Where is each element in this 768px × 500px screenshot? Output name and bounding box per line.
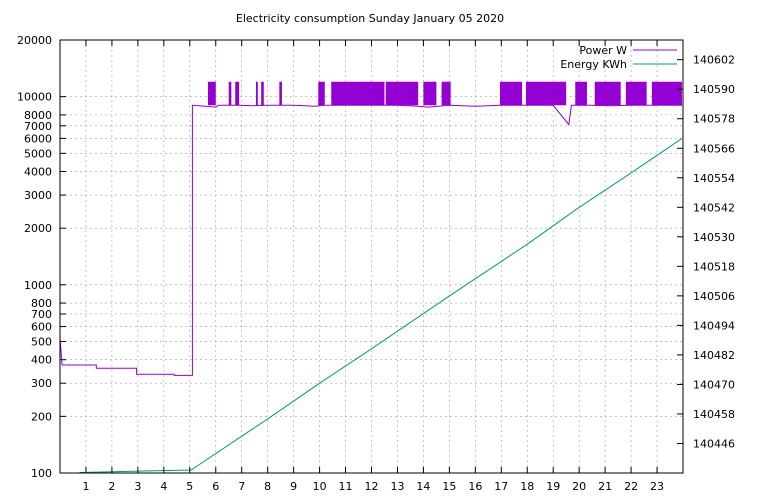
- y-right-tick-label: 140482: [693, 349, 735, 362]
- y-right-tick-label: 140554: [693, 172, 735, 185]
- energy-series-line: [79, 137, 683, 473]
- power-cycle-block: [207, 81, 216, 106]
- x-tick-label: 7: [238, 480, 245, 493]
- y-right-tick-label: 140530: [693, 231, 735, 244]
- x-tick-label: 3: [134, 480, 141, 493]
- power-cycle-block: [499, 81, 523, 106]
- y-left-tick-label: 4000: [24, 166, 52, 179]
- y-left-tick-label: 8000: [24, 109, 52, 122]
- y-left-tick-label: 2000: [24, 222, 52, 235]
- x-tick-label: 13: [390, 480, 404, 493]
- x-tick-label: 20: [572, 480, 586, 493]
- x-tick-label: 23: [650, 480, 664, 493]
- power-cycle-block: [261, 81, 264, 106]
- x-tick-label: 19: [546, 480, 560, 493]
- y-left-tick-label: 800: [31, 297, 52, 310]
- x-tick-label: 12: [365, 480, 379, 493]
- power-cycle-block: [385, 81, 419, 106]
- y-right-tick-label: 140494: [693, 319, 735, 332]
- x-tick-label: 8: [264, 480, 271, 493]
- y-left-tick-label: 7000: [24, 120, 52, 133]
- y-left-tick-label: 1000: [24, 279, 52, 292]
- y-right-tick-label: 140446: [693, 437, 735, 450]
- y-right-tick-label: 140470: [693, 378, 735, 391]
- grid-layer: [60, 39, 683, 474]
- x-tick-label: 21: [598, 480, 612, 493]
- x-tick-label: 1: [82, 480, 89, 493]
- power-cycle-block: [318, 81, 325, 106]
- y-left-tick-label: 300: [31, 377, 52, 390]
- y-left-tick-label: 200: [31, 410, 52, 423]
- power-cycle-block: [255, 81, 258, 106]
- y-right-tick-label: 140602: [693, 54, 735, 67]
- y-left-tick-label: 600: [31, 321, 52, 334]
- legend: Power W Energy KWh: [560, 44, 677, 71]
- x-tick-label: 17: [494, 480, 508, 493]
- y-right-tick-label: 140506: [693, 290, 735, 303]
- x-tick-label: 9: [290, 480, 297, 493]
- x-tick-label: 6: [212, 480, 219, 493]
- power-cycle-block: [228, 81, 232, 106]
- y-right-tick-label: 140542: [693, 201, 735, 214]
- power-cycle-block: [525, 81, 567, 106]
- power-series-line: [59, 104, 682, 376]
- x-tick-label: 18: [520, 480, 534, 493]
- y-right-tick-label: 140578: [693, 113, 735, 126]
- y-left-tick-label: 5000: [24, 147, 52, 160]
- power-cycle-block: [441, 81, 451, 106]
- y-right-tick-label: 140590: [693, 83, 735, 96]
- power-cycle-block: [235, 81, 240, 106]
- power-cycle-block: [594, 81, 621, 106]
- y-left-tick-label: 10000: [17, 91, 52, 104]
- power-cycle-block: [423, 81, 437, 106]
- y-left-tick-label: 3000: [24, 189, 52, 202]
- x-tick-label: 15: [442, 480, 456, 493]
- legend-label-power: Power W: [579, 44, 627, 57]
- x-tick-label: 4: [160, 480, 167, 493]
- x-tick-label: 2: [108, 480, 115, 493]
- power-cycle-block: [625, 81, 647, 106]
- x-tick-label: 14: [416, 480, 430, 493]
- y-left-tick-label: 700: [31, 308, 52, 321]
- x-tick-label: 16: [468, 480, 482, 493]
- x-tick-label: 22: [624, 480, 638, 493]
- power-cycle-block: [279, 81, 282, 106]
- chart-title: Electricity consumption Sunday January 0…: [236, 12, 504, 25]
- power-cycle-block: [575, 81, 587, 106]
- power-cycle-block: [331, 81, 359, 106]
- power-cycle-block: [358, 81, 385, 106]
- power-cycle-block: [651, 81, 682, 106]
- x-tick-label: 10: [313, 480, 327, 493]
- series-layer: [59, 81, 683, 473]
- x-tick-label: 5: [186, 480, 193, 493]
- y-left-tick-label: 100: [31, 467, 52, 480]
- y-right-tick-label: 140566: [693, 142, 735, 155]
- y-right-tick-label: 140518: [693, 260, 735, 273]
- y-left-tick-label: 400: [31, 354, 52, 367]
- y-left-tick-label: 500: [31, 335, 52, 348]
- y-left-tick-label: 20000: [17, 34, 52, 47]
- axes-layer: 1 2 3 4 5 6 7 8 9 10 11 12 13 14 15 16 17 18 19 20 21 22 23100…: [17, 34, 735, 493]
- y-left-tick-label: 6000: [24, 132, 52, 145]
- y-right-tick-label: 140458: [693, 408, 735, 421]
- x-tick-label: 11: [339, 480, 353, 493]
- legend-label-energy: Energy KWh: [560, 58, 627, 71]
